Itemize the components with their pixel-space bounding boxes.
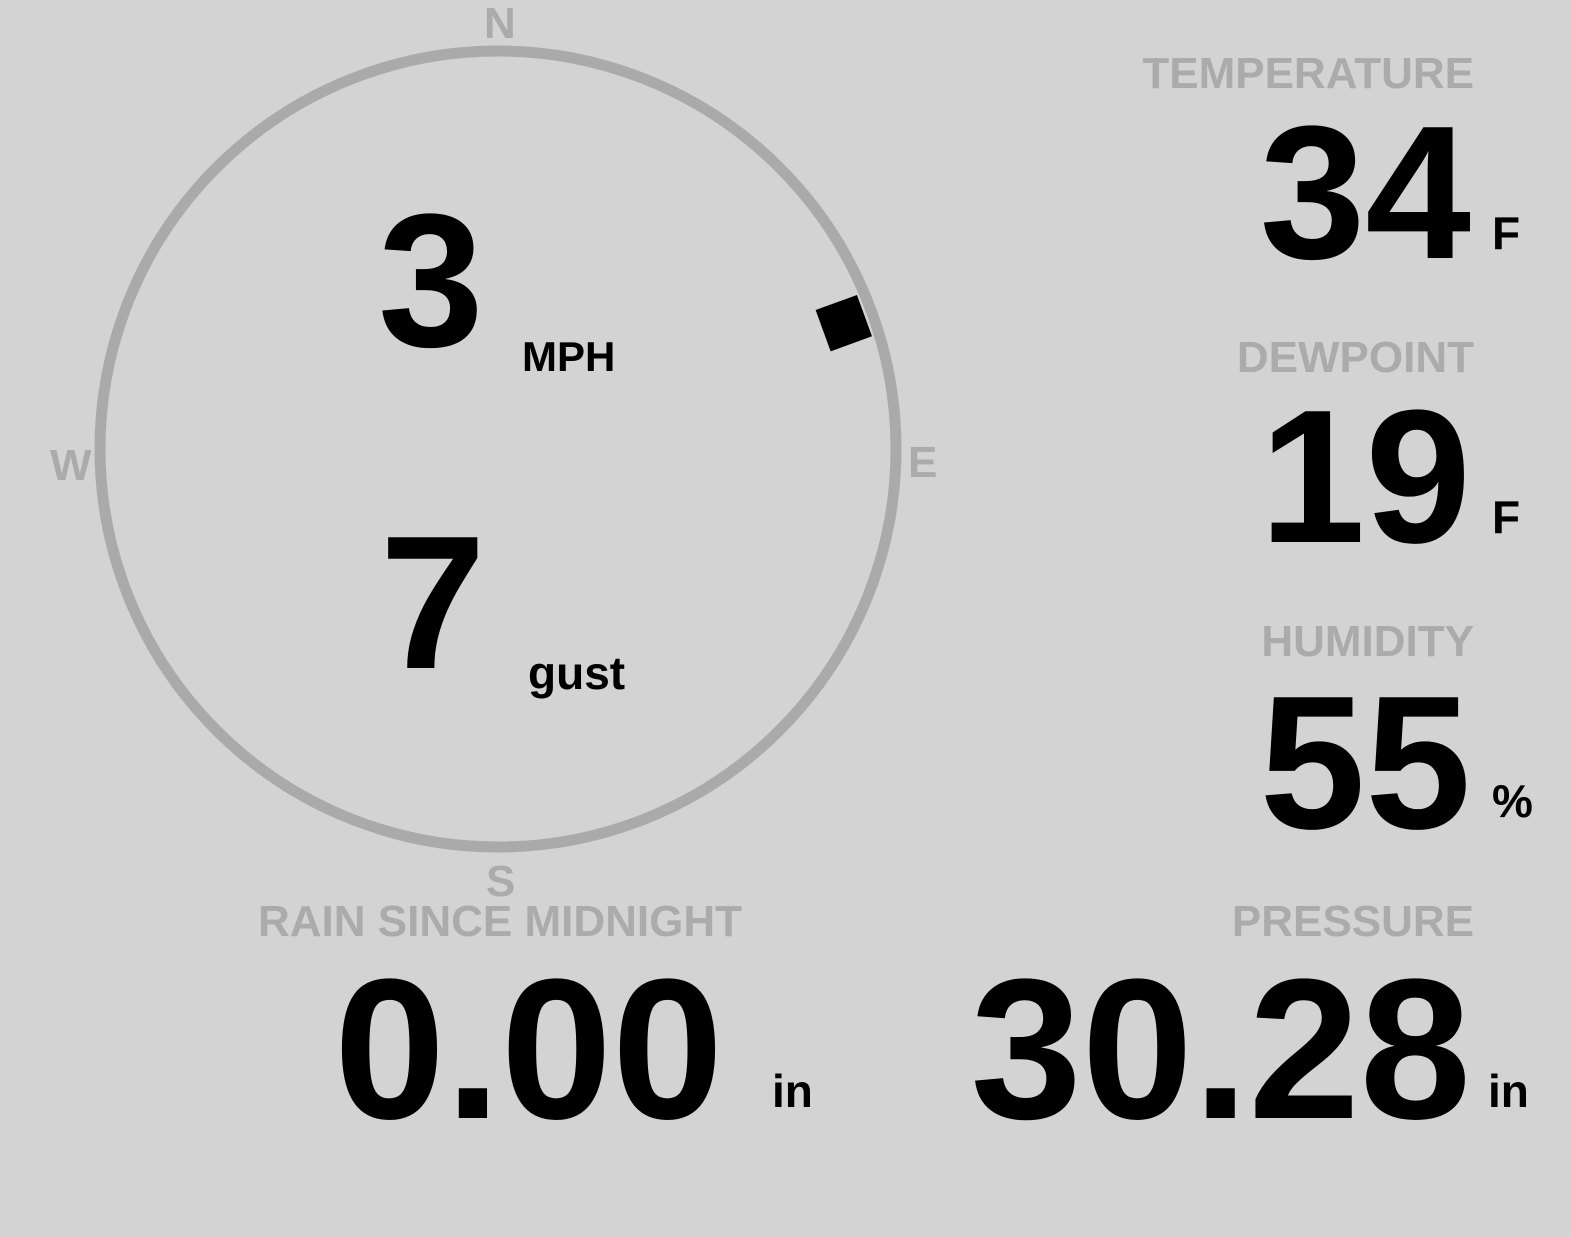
- dewpoint-value: 19: [1259, 371, 1471, 583]
- temperature-label: TEMPERATURE: [1142, 49, 1474, 98]
- rain-value: 0.00: [334, 938, 724, 1161]
- dewpoint-label: DEWPOINT: [1236, 333, 1474, 382]
- wind-direction-marker: [815, 294, 873, 352]
- wind-speed-value: 3: [378, 175, 484, 387]
- pressure-value: 30.28: [970, 938, 1472, 1161]
- wind-gust-value: 7: [380, 497, 486, 709]
- temperature-unit: F: [1492, 207, 1521, 259]
- dewpoint-unit: F: [1492, 491, 1521, 543]
- compass-south-label: S: [486, 857, 516, 906]
- humidity-label: HUMIDITY: [1261, 617, 1474, 666]
- compass-east-label: E: [908, 438, 938, 487]
- compass-ring: [94, 45, 902, 853]
- wind-gust-label: gust: [528, 647, 626, 699]
- pressure-unit: in: [1488, 1065, 1529, 1117]
- temperature-value: 34: [1259, 87, 1471, 299]
- rain-label: RAIN SINCE MIDNIGHT: [258, 897, 742, 946]
- compass-west-label: W: [50, 441, 92, 490]
- rain-unit: in: [772, 1065, 813, 1117]
- compass-north-label: N: [484, 0, 516, 48]
- humidity-value: 55: [1259, 657, 1471, 869]
- humidity-unit: %: [1492, 775, 1533, 827]
- wind-speed-unit: MPH: [522, 333, 616, 380]
- pressure-label: PRESSURE: [1231, 897, 1474, 946]
- wind-compass: [94, 45, 902, 853]
